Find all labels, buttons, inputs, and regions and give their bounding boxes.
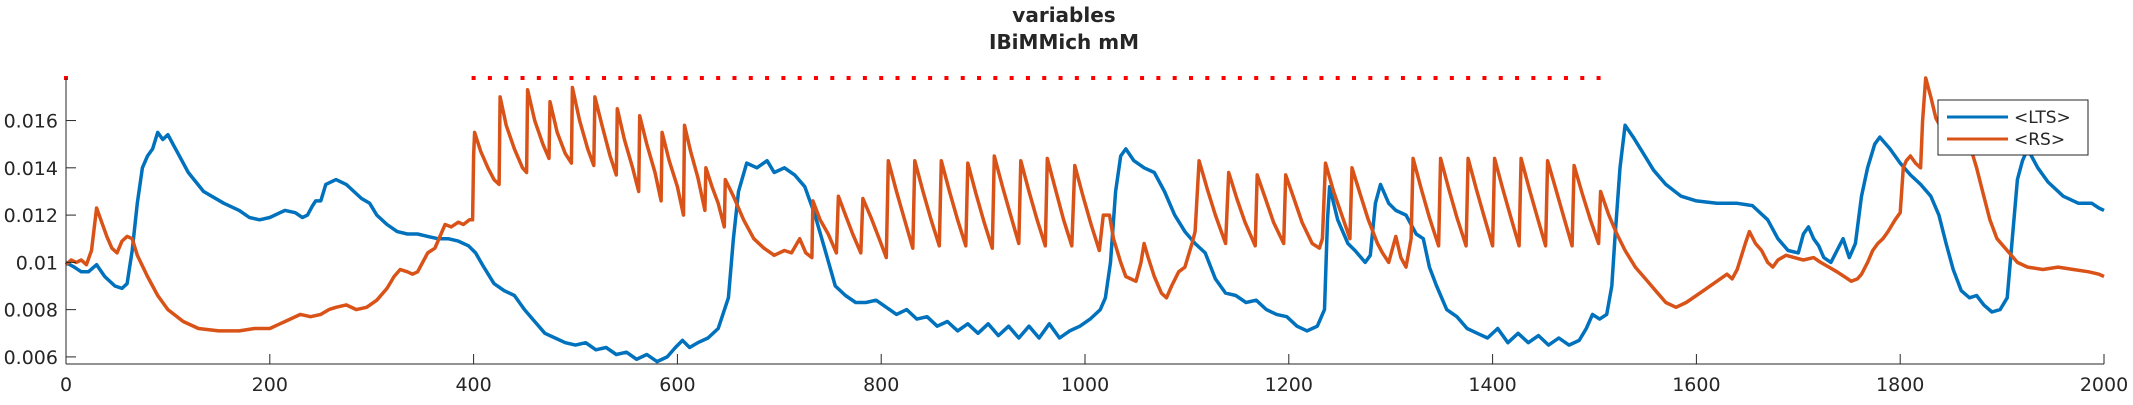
marker-point <box>1433 76 1438 80</box>
marker-point <box>650 76 655 80</box>
legend-box <box>1937 99 2089 156</box>
marker-point <box>1303 76 1308 80</box>
y-tick-label: 0.012 <box>4 205 58 227</box>
marker-point <box>634 76 639 80</box>
marker-point <box>993 76 998 80</box>
marker-point <box>667 76 672 80</box>
marker-point <box>1400 76 1405 80</box>
marker-point <box>1270 76 1275 80</box>
y-tick-label: 0.016 <box>4 111 58 133</box>
x-tick-label: 0 <box>60 374 72 396</box>
marker-point <box>569 76 574 80</box>
marker-point <box>683 76 688 80</box>
marker-point <box>1498 76 1503 80</box>
legend-label-lts: <LTS> <box>2014 108 2071 128</box>
marker-point <box>1368 76 1373 80</box>
chart-title: variables <box>1012 3 1115 27</box>
x-tick-label: 400 <box>455 374 491 396</box>
marker-point <box>1563 76 1568 80</box>
series-line-lts <box>65 123 2105 364</box>
marker-point <box>1449 76 1454 80</box>
marker-point <box>1384 76 1389 80</box>
chart-subtitle: IBiMMich mM <box>989 30 1139 54</box>
marker-point <box>602 76 607 80</box>
marker-point <box>1140 76 1145 80</box>
marker-point <box>1107 76 1112 80</box>
marker-point <box>1237 76 1242 80</box>
marker-point <box>1091 76 1096 80</box>
marker-point <box>716 76 721 80</box>
x-tick-label: 800 <box>863 374 899 396</box>
marker-point <box>748 76 753 80</box>
marker-point <box>977 76 982 80</box>
marker-point <box>487 76 492 80</box>
marker-point <box>879 76 884 80</box>
x-tick-label: 1800 <box>1876 374 1924 396</box>
marker-point <box>895 76 900 80</box>
marker-point <box>862 76 867 80</box>
x-tick-label: 1600 <box>1672 374 1720 396</box>
plot-series-group <box>64 76 2105 364</box>
y-tick-label: 0.014 <box>4 158 58 180</box>
x-tick-label: 1000 <box>1061 374 1109 396</box>
x-tick-label: 2000 <box>2080 374 2128 396</box>
marker-point <box>1123 76 1128 80</box>
marker-point <box>928 76 933 80</box>
marker-point <box>536 76 541 80</box>
marker-point <box>1352 76 1357 80</box>
x-tick-label: 200 <box>252 374 288 396</box>
marker-point <box>813 76 818 80</box>
marker-point <box>1319 76 1324 80</box>
y-tick-label: 0.01 <box>16 252 58 274</box>
marker-point <box>1417 76 1422 80</box>
marker-point <box>1335 76 1340 80</box>
x-tick-label: 1200 <box>1265 374 1313 396</box>
marker-point <box>1531 76 1536 80</box>
marker-point <box>1009 76 1014 80</box>
marker-point <box>765 76 770 80</box>
marker-point <box>1580 76 1585 80</box>
marker-point <box>1042 76 1047 80</box>
marker-point <box>781 76 786 80</box>
marker-point <box>911 76 916 80</box>
marker-point <box>1286 76 1291 80</box>
x-tick-label: 600 <box>659 374 695 396</box>
marker-point <box>1547 76 1552 80</box>
marker-point <box>1058 76 1063 80</box>
marker-point <box>553 76 558 80</box>
legend: <LTS> <RS> <box>1937 99 2089 156</box>
marker-point <box>830 76 835 80</box>
marker-point <box>1482 76 1487 80</box>
marker-point <box>1205 76 1210 80</box>
marker-point <box>1074 76 1079 80</box>
marker-point <box>1254 76 1259 80</box>
marker-point <box>732 76 737 80</box>
marker-point <box>1156 76 1161 80</box>
marker-point <box>960 76 965 80</box>
x-tick-label: 1400 <box>1468 374 1516 396</box>
marker-point <box>846 76 851 80</box>
marker-point <box>1221 76 1226 80</box>
y-tick-label: 0.006 <box>4 347 58 369</box>
marker-point <box>1025 76 1030 80</box>
marker-point <box>797 76 802 80</box>
legend-label-rs: <RS> <box>2014 130 2065 150</box>
marker-point <box>699 76 704 80</box>
marker-point <box>585 76 590 80</box>
marker-point <box>1515 76 1520 80</box>
y-tick-label: 0.008 <box>4 300 58 322</box>
marker-point <box>618 76 623 80</box>
marker-point <box>520 76 525 80</box>
marker-point <box>1188 76 1193 80</box>
tick-group: 0 200 400 600 800 1000 1200 1400 1600 1800 2000 0.0… <box>4 111 2129 396</box>
series-line-rs <box>64 76 2105 333</box>
marker-point <box>471 76 476 80</box>
marker-point <box>1466 76 1471 80</box>
marker-point <box>944 76 949 80</box>
marker-point <box>1172 76 1177 80</box>
marker-point <box>1596 76 1601 80</box>
marker-point <box>504 76 509 80</box>
